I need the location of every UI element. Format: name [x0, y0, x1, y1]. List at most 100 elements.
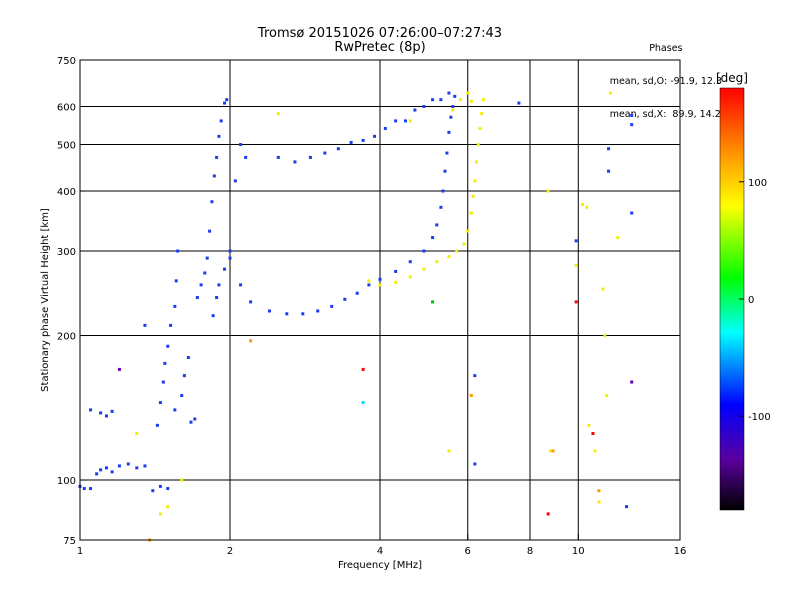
data-point-o-mode: [199, 283, 203, 287]
data-point-o-mode: [249, 300, 253, 304]
data-point-o-mode: [293, 160, 297, 164]
data-point-x-mode: [603, 334, 607, 338]
data-point-o-mode: [117, 464, 121, 468]
data-point-x-mode: [166, 505, 170, 509]
data-point-outlier: [574, 300, 578, 304]
phase-stats: Phases mean, sd,O: -91.9, 12.3 mean, sd,…: [610, 21, 722, 131]
data-point-o-mode: [239, 143, 243, 147]
x-tick-label: 16: [674, 546, 687, 557]
data-point-o-mode: [95, 472, 99, 476]
colorbar-unit-label: [deg]: [716, 71, 748, 85]
data-point-o-mode: [155, 423, 159, 427]
data-point-x-mode: [480, 112, 484, 116]
data-point-o-mode: [225, 98, 229, 102]
data-point-o-mode: [158, 484, 162, 488]
data-point-x-mode: [422, 267, 426, 271]
data-point-o-mode: [316, 309, 320, 313]
data-point-o-mode: [180, 394, 184, 398]
data-point-x-mode: [471, 194, 475, 198]
phase-stats-x: mean, sd,X: 89.9, 14.2: [609, 109, 721, 120]
phase-stats-heading: Phases: [649, 43, 683, 54]
data-point-x-mode: [466, 229, 470, 233]
data-point-outlier: [630, 380, 634, 384]
data-point-x-mode: [476, 143, 480, 147]
data-point-o-mode: [378, 277, 382, 281]
data-point-o-mode: [447, 91, 451, 95]
data-point-x-mode: [469, 99, 473, 103]
x-tick-label: 10: [572, 546, 585, 557]
data-point-o-mode: [176, 249, 180, 253]
data-point-outlier: [625, 505, 629, 509]
data-point-o-mode: [186, 355, 190, 359]
data-point-o-mode: [473, 462, 477, 466]
data-point-o-mode: [435, 223, 439, 227]
chart-title: Tromsø 20151026 07:26:00–07:27:43: [257, 26, 503, 41]
chart-title-block: Tromsø 20151026 07:26:00–07:27:43 RwPret…: [230, 27, 530, 55]
data-point-outlier: [431, 300, 435, 304]
data-point-o-mode: [349, 140, 353, 144]
data-point-o-mode: [244, 155, 248, 159]
data-point-o-mode: [403, 119, 407, 123]
data-point-o-mode: [219, 119, 223, 123]
y-tick-label: 400: [57, 187, 76, 198]
data-point-o-mode: [361, 138, 365, 142]
y-tick-label: 600: [57, 103, 76, 114]
data-point-x-mode: [473, 179, 477, 183]
data-point-o-mode: [89, 487, 93, 491]
data-point-o-mode: [223, 101, 227, 105]
data-point-x-mode: [478, 126, 482, 130]
data-point-x-mode: [408, 119, 412, 123]
data-point-o-mode: [193, 417, 197, 421]
data-point-o-mode: [267, 309, 271, 313]
y-tick-label: 75: [63, 536, 76, 547]
data-point-o-mode: [182, 374, 186, 378]
data-point-o-mode: [215, 155, 219, 159]
data-point-o-mode: [135, 466, 139, 470]
data-point-o-mode: [211, 314, 215, 318]
data-point-o-mode: [453, 94, 457, 98]
data-point-o-mode: [151, 489, 155, 493]
data-point-o-mode: [276, 155, 280, 159]
data-point-o-mode: [189, 420, 193, 424]
data-point-o-mode: [443, 169, 447, 173]
data-point-o-mode: [210, 200, 214, 204]
y-tick-label: 500: [57, 141, 76, 152]
data-point-o-mode: [330, 304, 334, 308]
data-point-o-mode: [449, 115, 453, 119]
data-point-o-mode: [630, 211, 634, 215]
data-point-o-mode: [439, 205, 443, 209]
data-point-o-mode: [163, 361, 167, 365]
data-point-o-mode: [99, 411, 103, 415]
data-point-o-mode: [431, 236, 435, 240]
data-point-x-mode: [601, 287, 605, 291]
data-point-x-mode: [135, 432, 139, 436]
data-point-outlier: [117, 367, 121, 371]
y-tick-label: 300: [57, 247, 76, 258]
x-axis-label: Frequency [MHz]: [338, 560, 422, 571]
data-point-o-mode: [126, 462, 130, 466]
colorbar-ticks: 100 0 -100: [739, 178, 771, 423]
data-point-x-mode: [587, 423, 591, 427]
data-point-o-mode: [367, 283, 371, 287]
data-point-o-mode: [394, 269, 398, 273]
data-point-x-mode: [481, 98, 485, 102]
data-point-o-mode: [158, 401, 162, 405]
data-point-o-mode: [161, 380, 165, 384]
data-point-o-mode: [217, 283, 221, 287]
y-tick-label: 200: [57, 332, 76, 343]
data-point-o-mode: [422, 249, 426, 253]
data-point-o-mode: [89, 408, 93, 412]
data-point-o-mode: [233, 179, 237, 183]
x-tick-label: 8: [527, 546, 533, 557]
x-tick-label: 1: [77, 546, 83, 557]
phase-stats-o: mean, sd,O: -91.9, 12.3: [609, 76, 722, 87]
data-point-o-mode: [217, 134, 221, 138]
data-point-o-mode: [166, 487, 170, 491]
data-point-o-mode: [205, 256, 209, 260]
data-point-o-mode: [373, 134, 377, 138]
data-point-x-mode: [469, 211, 473, 215]
data-point-o-mode: [394, 119, 398, 123]
data-point-o-mode: [239, 283, 243, 287]
data-point-outlier: [546, 512, 550, 516]
